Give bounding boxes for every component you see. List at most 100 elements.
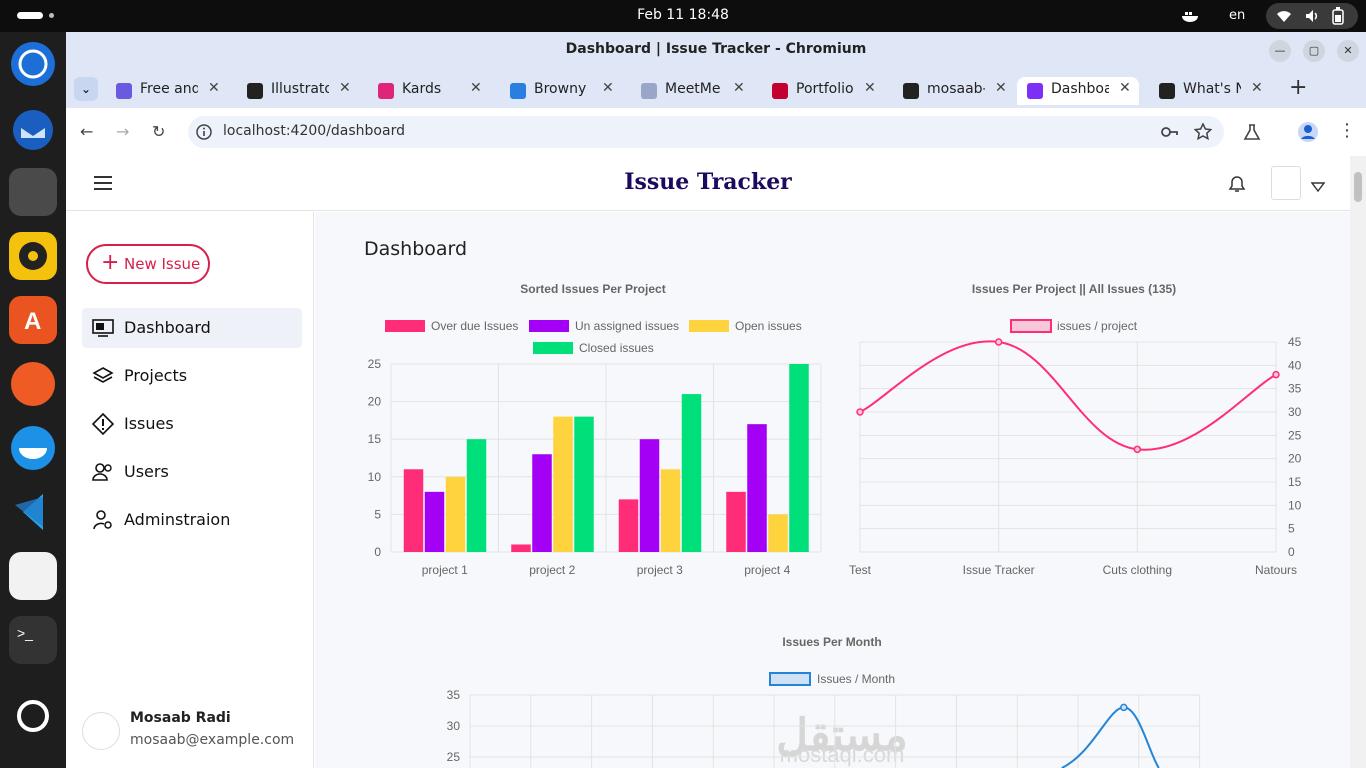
- bar: [574, 416, 594, 552]
- tab-2[interactable]: Kards ✕: [368, 77, 490, 105]
- docker-dock-icon[interactable]: [9, 424, 57, 472]
- sidebar-item-adminstraion[interactable]: Adminstraion: [82, 500, 302, 540]
- tab-close-icon[interactable]: ✕: [208, 80, 220, 96]
- show-apps-icon[interactable]: [9, 692, 57, 740]
- new-issue-button[interactable]: + New Issue: [86, 244, 210, 284]
- legend-swatch: [533, 342, 573, 354]
- app-center-dock-icon[interactable]: A: [9, 296, 57, 344]
- maximize-button[interactable]: ▢: [1303, 40, 1325, 62]
- y-tick-label: 5: [374, 507, 381, 521]
- sidebar-item-issues[interactable]: Issues: [82, 404, 302, 444]
- legend-swatch: [1010, 319, 1052, 333]
- header-avatar[interactable]: [1271, 166, 1301, 200]
- profile-icon[interactable]: [1297, 121, 1319, 143]
- y-tick-label: 30: [1288, 405, 1302, 419]
- hamburger-menu-icon[interactable]: [94, 175, 114, 191]
- terminal-dock-icon[interactable]: >_: [9, 616, 57, 664]
- y-tick-label: 0: [1288, 545, 1295, 559]
- bar: [768, 514, 788, 552]
- system-tray[interactable]: [1266, 3, 1358, 29]
- bar: [789, 364, 809, 552]
- x-tick-label: Issue Tracker: [963, 563, 1035, 577]
- sidebar-item-label: Issues: [124, 414, 174, 433]
- chromium-dock-icon[interactable]: [9, 40, 57, 88]
- tab-8[interactable]: What's N ✕: [1149, 77, 1271, 105]
- tab-6[interactable]: mosaab- ✕: [893, 77, 1015, 105]
- docker-tray-icon[interactable]: [1180, 8, 1200, 24]
- files-dock-icon[interactable]: [9, 168, 57, 216]
- tab-0[interactable]: Free and ✕: [106, 77, 228, 105]
- toolbar: ← → ↻ localhost:4200/dashboard ⋮: [66, 108, 1366, 156]
- page-scrollbar[interactable]: [1350, 156, 1366, 768]
- site-info-icon[interactable]: [196, 124, 212, 140]
- back-button[interactable]: ←: [80, 122, 94, 141]
- app-brand[interactable]: Issue Tracker: [624, 169, 792, 195]
- user-name: Mosaab Radi: [130, 710, 231, 726]
- tab-close-icon[interactable]: ✕: [1119, 80, 1131, 96]
- bar: [681, 394, 702, 552]
- bookmark-star-icon[interactable]: [1194, 123, 1212, 141]
- bar: [424, 491, 445, 552]
- password-key-icon[interactable]: [1160, 124, 1178, 140]
- text-editor-dock-icon[interactable]: [9, 552, 57, 600]
- labs-flask-icon[interactable]: [1243, 123, 1261, 141]
- tab-7[interactable]: Dashboa ✕: [1017, 77, 1139, 105]
- tab-4[interactable]: MeetMe ✕: [631, 77, 753, 105]
- y-tick-label: 10: [1288, 498, 1302, 512]
- sidebar-item-projects[interactable]: Projects: [82, 356, 302, 396]
- volume-icon: [1306, 10, 1318, 22]
- new-tab-button[interactable]: +: [1289, 75, 1308, 100]
- current-user[interactable]: Mosaab Radi mosaab@example.com: [82, 706, 302, 756]
- close-window-button[interactable]: ✕: [1337, 40, 1359, 62]
- tab-3[interactable]: Browny ✕: [500, 77, 622, 105]
- address-bar[interactable]: localhost:4200/dashboard: [188, 116, 1224, 148]
- reload-button[interactable]: ↻: [152, 122, 166, 141]
- tab-search-button[interactable]: ⌄: [74, 77, 98, 101]
- tab-5[interactable]: Portfolio ✕: [762, 77, 884, 105]
- vscode-dock-icon[interactable]: [9, 488, 57, 536]
- x-tick-label: project 1: [422, 563, 468, 577]
- tab-close-icon[interactable]: ✕: [339, 80, 351, 96]
- tab-close-icon[interactable]: ✕: [602, 80, 614, 96]
- tab-close-icon[interactable]: ✕: [864, 80, 876, 96]
- chevron-down-icon[interactable]: [1311, 182, 1325, 192]
- bar: [726, 491, 746, 552]
- data-point: [1133, 445, 1142, 454]
- bar: [403, 469, 424, 552]
- url-text[interactable]: localhost:4200/dashboard: [223, 123, 405, 139]
- tab-favicon-icon: [116, 83, 132, 99]
- system-clock[interactable]: Feb 11 18:48: [637, 7, 729, 23]
- sidebar-item-users[interactable]: Users: [82, 452, 302, 492]
- legend-label: Closed issues: [579, 341, 654, 355]
- tab-close-icon[interactable]: ✕: [995, 80, 1007, 96]
- legend-label: Un assigned issues: [575, 319, 679, 333]
- tab-label: Portfolio: [796, 81, 854, 97]
- postman-dock-icon[interactable]: [9, 360, 57, 408]
- minimize-button[interactable]: —: [1269, 40, 1291, 62]
- chart-title: Issues Per Project || All Issues (135): [972, 282, 1176, 296]
- tab-favicon-icon: [1159, 83, 1175, 99]
- workspace-dot[interactable]: [49, 13, 54, 18]
- tab-label: What's N: [1183, 81, 1241, 97]
- menu-kebab-icon[interactable]: ⋮: [1338, 120, 1356, 141]
- svg-text:A: A: [24, 308, 41, 335]
- y-tick-label: 15: [368, 432, 382, 446]
- layers-icon: [92, 367, 114, 383]
- notification-bell-icon[interactable]: [1228, 175, 1246, 193]
- x-tick-label: project 2: [529, 563, 575, 577]
- tab-close-icon[interactable]: ✕: [1251, 80, 1263, 96]
- forward-button[interactable]: →: [116, 122, 130, 141]
- tab-1[interactable]: Illustrato ✕: [237, 77, 359, 105]
- tab-close-icon[interactable]: ✕: [733, 80, 745, 96]
- workspace-indicator[interactable]: [17, 12, 43, 19]
- thunderbird-dock-icon[interactable]: [9, 104, 57, 152]
- tab-label: Free and: [140, 81, 198, 97]
- sidebar-item-dashboard[interactable]: Dashboard: [82, 308, 302, 348]
- svg-text:>_: >_: [17, 625, 33, 641]
- rhythmbox-dock-icon[interactable]: [9, 232, 57, 280]
- user-email: mosaab@example.com: [130, 732, 295, 748]
- tab-close-icon[interactable]: ✕: [470, 80, 482, 96]
- language-indicator[interactable]: en: [1229, 8, 1246, 23]
- legend-swatch: [769, 672, 811, 686]
- scrollbar-thumb[interactable]: [1354, 172, 1362, 202]
